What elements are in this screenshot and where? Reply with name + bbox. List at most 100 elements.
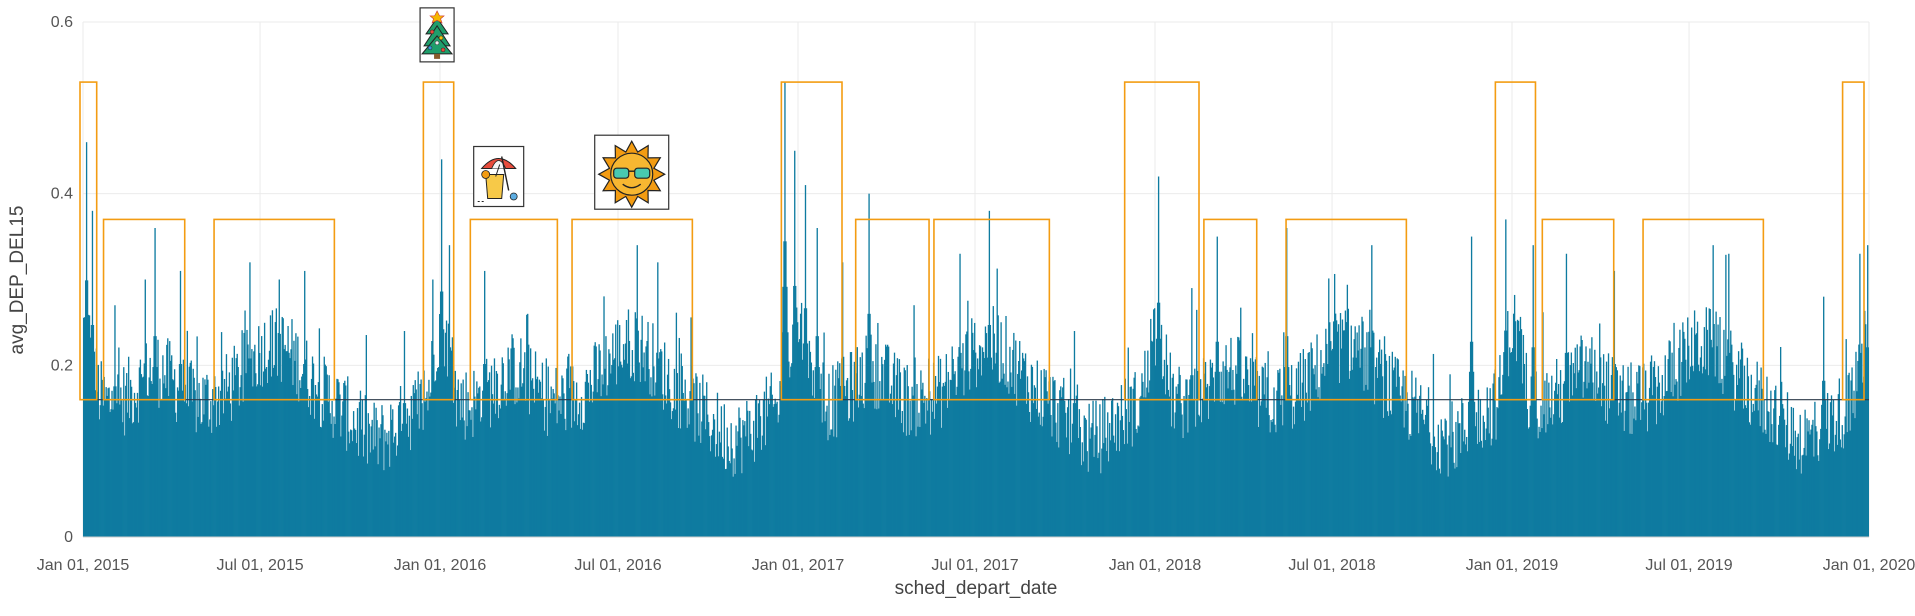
bar — [1211, 362, 1214, 537]
bar — [184, 384, 187, 537]
bar — [699, 382, 701, 537]
bar — [386, 432, 388, 537]
bar — [1203, 373, 1206, 537]
bar — [232, 390, 234, 537]
bar — [1216, 236, 1218, 537]
bar — [418, 428, 420, 537]
bar — [1120, 385, 1123, 537]
bar — [1549, 407, 1551, 537]
bar — [949, 379, 951, 537]
bar — [807, 378, 810, 537]
bar — [972, 332, 974, 537]
bar — [763, 391, 766, 537]
bar — [869, 313, 871, 537]
bar — [454, 370, 457, 537]
bar — [261, 336, 263, 537]
bar — [609, 353, 611, 537]
bar — [1345, 322, 1348, 537]
bar — [349, 443, 351, 537]
bar — [1213, 401, 1216, 537]
bar — [1797, 433, 1799, 537]
bar — [1096, 426, 1098, 537]
bar — [96, 391, 99, 537]
bar — [394, 436, 396, 537]
bar — [929, 391, 931, 537]
bar — [1792, 407, 1795, 537]
bar — [1226, 369, 1228, 537]
bar — [479, 386, 481, 537]
bar — [1093, 456, 1095, 537]
bar — [101, 379, 103, 537]
bar — [383, 470, 385, 537]
bar — [926, 398, 928, 537]
bar — [1643, 363, 1645, 537]
bar — [1145, 397, 1147, 537]
bar — [1482, 415, 1484, 537]
bar — [1395, 386, 1397, 537]
bar — [171, 355, 173, 537]
bar — [1003, 373, 1005, 537]
bar — [852, 421, 855, 537]
bar — [407, 436, 410, 537]
bar — [534, 351, 537, 537]
bar — [957, 356, 959, 537]
bar — [889, 393, 892, 537]
bar — [331, 400, 333, 537]
bar — [1381, 376, 1384, 537]
bar — [689, 391, 691, 537]
bar — [1461, 398, 1463, 537]
bar — [490, 365, 493, 537]
bar — [602, 384, 604, 537]
bar — [1520, 329, 1523, 537]
bar — [1527, 428, 1529, 537]
bar — [1137, 425, 1139, 537]
bar — [1298, 400, 1301, 537]
bar — [215, 386, 217, 537]
bar — [311, 356, 314, 537]
bar — [1418, 433, 1420, 537]
bar — [1752, 403, 1754, 537]
bar — [1388, 355, 1391, 537]
bar — [588, 401, 590, 537]
bar — [1382, 417, 1385, 537]
bar — [921, 389, 923, 537]
bar — [945, 354, 948, 537]
bar — [1088, 403, 1090, 537]
bar — [1573, 373, 1575, 537]
bar — [378, 427, 380, 537]
bar — [823, 332, 825, 537]
bar — [1072, 403, 1075, 537]
bar — [640, 339, 642, 537]
bar — [1768, 411, 1770, 537]
bar — [777, 422, 779, 537]
bar — [258, 326, 260, 537]
bar — [203, 414, 205, 537]
bar — [854, 367, 857, 537]
bar — [1136, 432, 1138, 537]
bar — [1712, 245, 1714, 537]
bar — [467, 392, 469, 537]
bar — [947, 371, 949, 537]
bar — [1645, 370, 1647, 537]
bar — [994, 363, 996, 537]
bar — [1447, 476, 1449, 537]
bar — [404, 403, 407, 537]
bar — [933, 418, 936, 537]
bar — [410, 395, 412, 537]
bar — [1507, 311, 1509, 537]
bar — [1851, 367, 1853, 537]
bar — [415, 389, 417, 537]
bar — [368, 423, 370, 537]
bar — [117, 374, 119, 537]
bar — [1580, 335, 1582, 537]
bar — [409, 450, 412, 537]
bar — [254, 344, 256, 537]
bar — [428, 379, 430, 537]
bar — [231, 357, 233, 537]
bar — [426, 391, 428, 537]
bar — [1798, 459, 1800, 537]
bar — [686, 427, 688, 537]
bar — [658, 358, 660, 537]
bar — [156, 367, 158, 537]
bar — [556, 423, 558, 537]
